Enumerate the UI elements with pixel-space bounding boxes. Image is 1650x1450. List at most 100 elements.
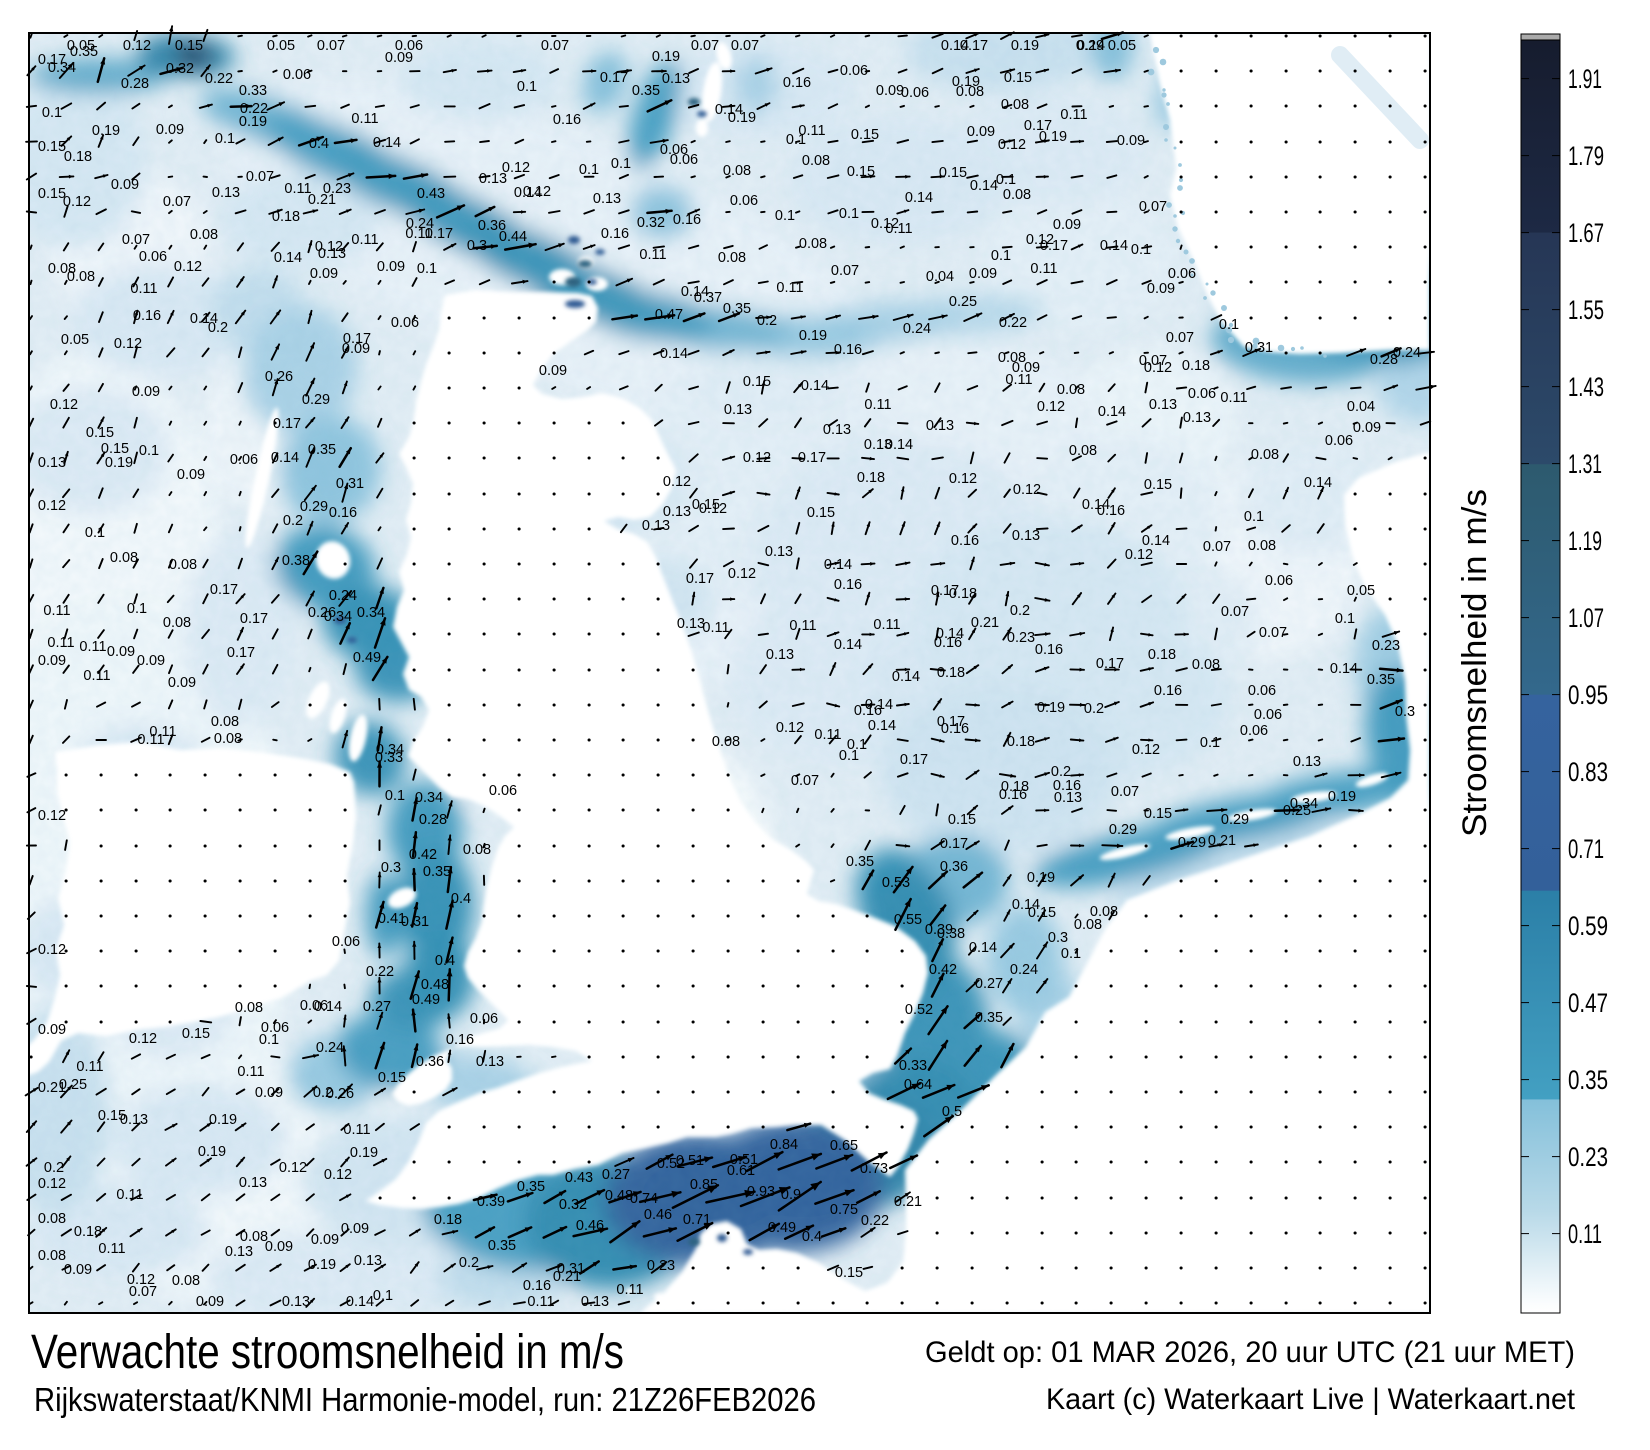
svg-text:0.12: 0.12 <box>174 259 202 275</box>
svg-text:0.14: 0.14 <box>1098 404 1126 420</box>
svg-text:0.08: 0.08 <box>169 557 197 573</box>
svg-text:0.61: 0.61 <box>727 1163 755 1179</box>
svg-text:0.1: 0.1 <box>1219 317 1239 333</box>
svg-text:0.29: 0.29 <box>1178 835 1206 851</box>
svg-text:0.05: 0.05 <box>1108 38 1136 54</box>
svg-text:0.09: 0.09 <box>64 1262 92 1278</box>
svg-text:0.14: 0.14 <box>1330 661 1358 677</box>
svg-text:0.13: 0.13 <box>593 191 621 207</box>
svg-text:0.15: 0.15 <box>86 425 114 441</box>
svg-text:0.36: 0.36 <box>478 218 506 234</box>
svg-text:0.34: 0.34 <box>415 790 443 806</box>
svg-text:0.15: 0.15 <box>182 1026 210 1042</box>
svg-text:0.13: 0.13 <box>926 418 954 434</box>
svg-text:0.16: 0.16 <box>673 212 701 228</box>
svg-text:0.18: 0.18 <box>937 665 965 681</box>
svg-text:0.09: 0.09 <box>342 341 370 357</box>
svg-text:0.55: 0.55 <box>894 912 922 928</box>
svg-text:0.07: 0.07 <box>691 38 719 54</box>
svg-text:0.14: 0.14 <box>346 1294 374 1310</box>
svg-text:0.17: 0.17 <box>960 38 988 54</box>
svg-text:0.09: 0.09 <box>168 675 196 691</box>
svg-text:0.12: 0.12 <box>871 216 899 232</box>
svg-text:0.12: 0.12 <box>699 501 727 517</box>
svg-text:0.11: 0.11 <box>885 221 912 237</box>
svg-text:0.11: 0.11 <box>616 1282 643 1298</box>
svg-text:0.11: 0.11 <box>130 281 157 297</box>
svg-text:0.71: 0.71 <box>1568 834 1604 864</box>
svg-text:0.13: 0.13 <box>1054 790 1082 806</box>
svg-text:0.33: 0.33 <box>375 750 403 766</box>
svg-text:0.17: 0.17 <box>273 416 301 432</box>
svg-text:0.5: 0.5 <box>942 1104 962 1120</box>
svg-text:0.12: 0.12 <box>129 1031 157 1047</box>
svg-text:0.08: 0.08 <box>214 731 242 747</box>
svg-text:0.15: 0.15 <box>98 1108 126 1124</box>
svg-text:0.17: 0.17 <box>1096 656 1124 672</box>
svg-text:0.21: 0.21 <box>308 192 336 208</box>
svg-text:0.09: 0.09 <box>539 363 567 379</box>
svg-text:0.18: 0.18 <box>857 470 885 486</box>
svg-text:0.13: 0.13 <box>642 518 670 534</box>
svg-text:0.04: 0.04 <box>926 269 954 285</box>
svg-text:0.32: 0.32 <box>637 215 665 231</box>
svg-text:0.46: 0.46 <box>644 1207 672 1223</box>
svg-text:0.12: 0.12 <box>127 1272 155 1288</box>
svg-text:0.06: 0.06 <box>670 152 698 168</box>
svg-text:0.1: 0.1 <box>42 105 62 121</box>
svg-text:0.13: 0.13 <box>864 437 892 453</box>
svg-text:0.07: 0.07 <box>129 1284 157 1300</box>
svg-text:0.12: 0.12 <box>743 450 771 466</box>
svg-text:0.14: 0.14 <box>1012 897 1040 913</box>
svg-text:0.1: 0.1 <box>127 601 147 617</box>
svg-text:0.32: 0.32 <box>166 61 194 77</box>
svg-text:0.1: 0.1 <box>579 162 599 178</box>
svg-text:0.08: 0.08 <box>48 261 76 277</box>
svg-text:0.19: 0.19 <box>1037 700 1065 716</box>
svg-text:0.08: 0.08 <box>211 714 239 730</box>
svg-text:0.06: 0.06 <box>283 67 311 83</box>
svg-text:0.13: 0.13 <box>663 504 691 520</box>
svg-text:0.14: 0.14 <box>715 102 743 118</box>
svg-text:0.16: 0.16 <box>854 703 882 719</box>
svg-text:0.06: 0.06 <box>1265 573 1293 589</box>
svg-text:0.15: 0.15 <box>101 441 129 457</box>
svg-text:0.49: 0.49 <box>412 992 440 1008</box>
svg-text:0.09: 0.09 <box>876 83 904 99</box>
svg-text:0.07: 0.07 <box>731 38 759 54</box>
svg-text:0.35: 0.35 <box>517 1179 545 1195</box>
svg-text:0.31: 0.31 <box>1245 340 1273 356</box>
svg-text:0.19: 0.19 <box>1328 789 1356 805</box>
svg-text:0.08: 0.08 <box>463 842 491 858</box>
svg-text:0.13: 0.13 <box>1293 754 1321 770</box>
svg-text:0.17: 0.17 <box>227 645 255 661</box>
svg-text:0.11: 0.11 <box>149 724 176 740</box>
svg-text:0.26: 0.26 <box>308 605 336 621</box>
svg-text:0.11: 0.11 <box>76 1059 103 1075</box>
svg-text:0.08: 0.08 <box>190 227 218 243</box>
svg-text:0.11: 0.11 <box>116 1187 143 1203</box>
svg-text:0.14: 0.14 <box>373 135 401 151</box>
svg-text:0.08: 0.08 <box>38 1248 66 1264</box>
svg-text:0.14: 0.14 <box>190 311 218 327</box>
svg-text:0.16: 0.16 <box>523 1278 551 1294</box>
svg-text:0.12: 0.12 <box>38 942 66 958</box>
svg-text:0.2: 0.2 <box>1010 603 1030 619</box>
svg-text:0.32: 0.32 <box>559 1197 587 1213</box>
svg-text:0.17: 0.17 <box>600 70 628 86</box>
svg-text:0.08: 0.08 <box>67 269 95 285</box>
svg-text:0.1: 0.1 <box>373 1288 393 1304</box>
svg-text:0.44: 0.44 <box>499 229 527 245</box>
svg-text:0.11: 0.11 <box>405 226 432 242</box>
svg-text:0.13: 0.13 <box>766 647 794 663</box>
svg-text:0.05: 0.05 <box>267 38 295 54</box>
svg-text:0.11: 0.11 <box>137 732 164 748</box>
svg-text:0.1: 0.1 <box>1200 735 1220 751</box>
svg-text:0.15: 0.15 <box>1028 905 1056 921</box>
svg-text:0.13: 0.13 <box>38 455 66 471</box>
svg-text:0.11: 0.11 <box>83 668 110 684</box>
svg-text:0.13: 0.13 <box>120 1112 148 1128</box>
svg-text:0.34: 0.34 <box>1290 796 1318 812</box>
svg-text:0.2: 0.2 <box>1084 701 1104 717</box>
svg-text:0.18: 0.18 <box>272 209 300 225</box>
